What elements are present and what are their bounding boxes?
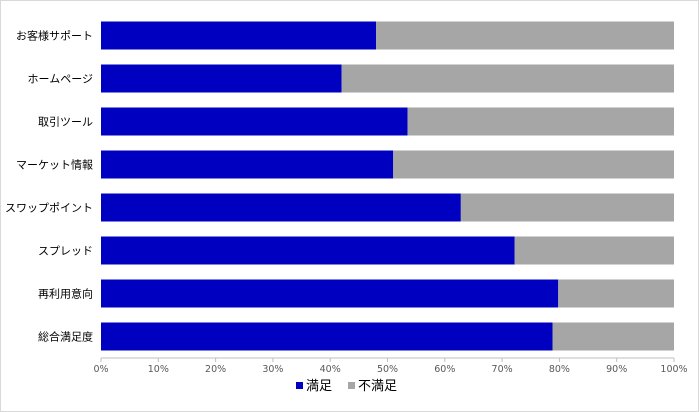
x-tick-label-9: 90% bbox=[606, 364, 627, 375]
legend-swatch-unsatisfied bbox=[348, 382, 356, 389]
bar-unsatisfied-5 bbox=[514, 236, 674, 265]
category-label-2: 取引ツール bbox=[38, 115, 93, 129]
x-tick-label-1: 10% bbox=[148, 364, 169, 375]
x-tick-label-5: 50% bbox=[377, 364, 398, 375]
bar-unsatisfied-7 bbox=[552, 322, 674, 351]
legend: 満足 不満足 bbox=[296, 379, 397, 394]
category-label-4: スワップポイント bbox=[5, 202, 93, 215]
bar-unsatisfied-2 bbox=[407, 107, 674, 136]
category-label-3: マーケット情報 bbox=[16, 159, 93, 172]
bar-satisfied-4 bbox=[101, 193, 461, 222]
bar-satisfied-0 bbox=[101, 21, 377, 50]
x-tick-label-2: 20% bbox=[205, 364, 226, 375]
legend-label-satisfied: 満足 bbox=[306, 379, 332, 394]
bar-unsatisfied-1 bbox=[341, 64, 674, 93]
x-tick-label-6: 60% bbox=[434, 364, 455, 375]
category-label-1: ホームページ bbox=[28, 73, 93, 86]
x-tick-label-10: 100% bbox=[660, 364, 687, 375]
category-label-6: 再利用意向 bbox=[38, 287, 93, 301]
bar-unsatisfied-6 bbox=[558, 279, 674, 308]
legend-label-unsatisfied: 不満足 bbox=[358, 379, 397, 394]
x-tick-label-7: 70% bbox=[492, 364, 513, 375]
bar-satisfied-5 bbox=[101, 236, 515, 265]
x-tick-label-4: 40% bbox=[320, 364, 341, 375]
x-tick-label-3: 30% bbox=[262, 364, 283, 375]
category-label-0: お客様サポート bbox=[16, 29, 93, 43]
x-axis: 0% 10% 20% 30% 40% 50% 60% 70% 80% 90% 100% bbox=[93, 357, 688, 375]
bar-satisfied-3 bbox=[101, 150, 394, 179]
legend-swatch-satisfied bbox=[296, 382, 303, 389]
bar-satisfied-7 bbox=[101, 322, 553, 351]
bar-unsatisfied-0 bbox=[376, 21, 674, 50]
category-label-5: スプレッド bbox=[38, 245, 93, 258]
bar-satisfied-1 bbox=[101, 64, 342, 93]
bars-layer bbox=[101, 21, 674, 351]
x-tick-label-0: 0% bbox=[93, 364, 108, 375]
bar-satisfied-2 bbox=[101, 107, 408, 136]
category-labels: お客様サポートホームページ取引ツールマーケット情報スワップポイントスプレッド再利… bbox=[5, 29, 93, 344]
x-tick-label-8: 80% bbox=[549, 364, 570, 375]
category-label-7: 総合満足度 bbox=[38, 330, 93, 344]
bar-unsatisfied-4 bbox=[460, 193, 674, 222]
bar-satisfied-6 bbox=[101, 279, 559, 308]
bar-unsatisfied-3 bbox=[393, 150, 674, 179]
